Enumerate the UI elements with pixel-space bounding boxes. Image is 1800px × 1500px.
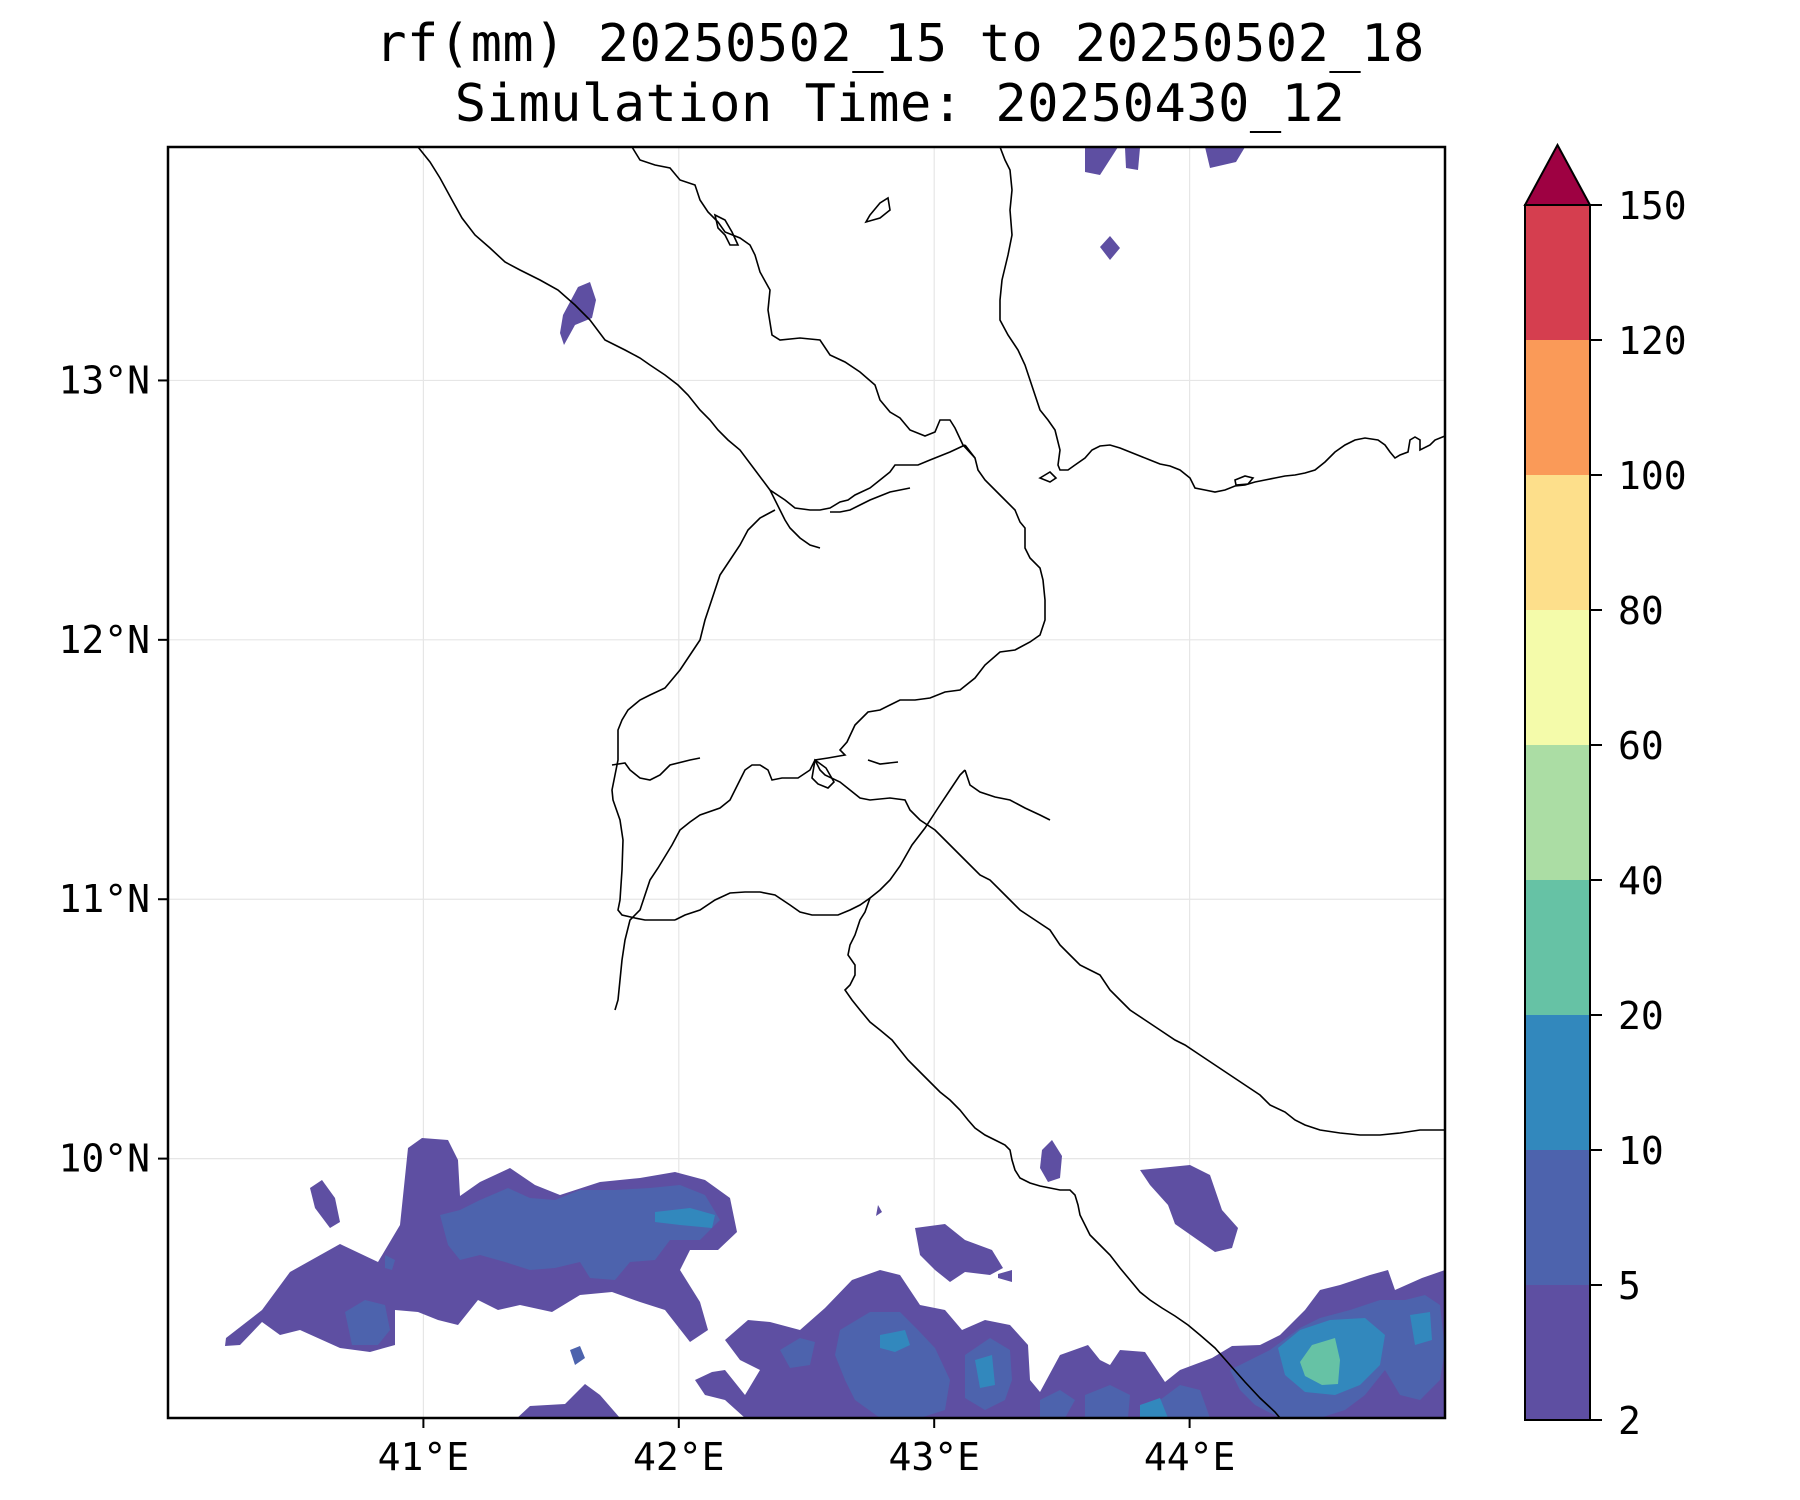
colorbar: 2 5 10 20 40 60 80 100 120 150 (1523, 142, 1687, 1443)
colorbar-segment (1525, 475, 1590, 610)
colorbar-tick-label: 40 (1618, 859, 1664, 903)
coastlines (611, 147, 1445, 1136)
colorbar-tick-label: 80 (1618, 589, 1664, 633)
country-borders (417, 147, 1281, 1418)
colorbar-tick-label: 2 (1618, 1399, 1641, 1443)
map-frame (166, 145, 1447, 1420)
lon-tick-label: 44°E (1144, 1435, 1236, 1479)
rainfall-2-5mm (225, 147, 1445, 1418)
colorbar-segment (1525, 205, 1590, 340)
colorbar-frame (1524, 204, 1591, 1421)
title-line-2: Simulation Time: 20250430_12 (454, 74, 1346, 134)
colorbar-tick-label: 5 (1618, 1264, 1641, 1308)
colorbar-segment (1525, 610, 1590, 745)
colorbar-segment (1525, 1015, 1590, 1150)
colorbar-tick-label: 120 (1618, 319, 1687, 363)
title-line-1: rf(mm) 20250502_15 to 20250502_18 (375, 14, 1425, 74)
lat-tick-label: 12°N (58, 618, 150, 662)
latitude-axis: 10°N 11°N 12°N 13°N (58, 358, 168, 1181)
lon-tick-label: 43°E (888, 1435, 980, 1479)
lon-tick-label: 42°E (633, 1435, 725, 1479)
colorbar-tick-label: 60 (1618, 724, 1664, 768)
rainfall-20-40mm (1300, 1338, 1340, 1385)
map-grid (168, 147, 1445, 1418)
lat-tick-label: 10°N (58, 1137, 150, 1181)
colorbar-segment (1525, 1285, 1590, 1420)
colorbar-segment (1525, 745, 1590, 880)
colorbar-segment (1525, 1150, 1590, 1285)
lon-tick-label: 41°E (378, 1435, 470, 1479)
longitude-axis: 41°E 42°E 43°E 44°E (378, 1418, 1236, 1479)
colorbar-segment (1525, 880, 1590, 1015)
colorbar-segment (1525, 340, 1590, 475)
colorbar-tick-label: 150 (1618, 184, 1687, 228)
colorbar-tick-label: 100 (1618, 454, 1687, 498)
colorbar-tick-label: 20 (1618, 994, 1664, 1038)
colorbar-tick-label: 10 (1618, 1129, 1664, 1173)
colorbar-extend-triangle (1523, 142, 1592, 206)
rainfall-contours (225, 147, 1445, 1418)
map-title: rf(mm) 20250502_15 to 20250502_18 Simula… (0, 14, 1800, 134)
lat-tick-label: 13°N (58, 358, 150, 402)
lat-tick-label: 11°N (58, 877, 150, 921)
